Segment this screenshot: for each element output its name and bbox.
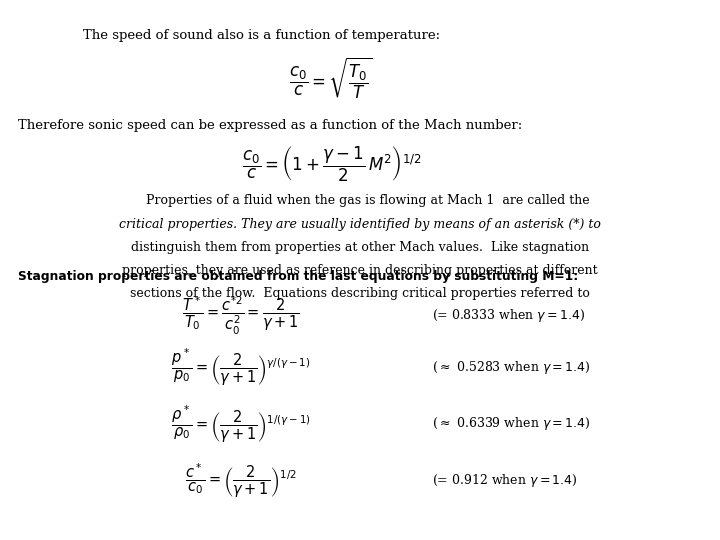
Text: ($\approx$ 0.5283 when $\gamma = 1.4$): ($\approx$ 0.5283 when $\gamma = 1.4$) [432, 359, 590, 376]
Text: $\dfrac{p^*}{p_0} = \left(\dfrac{2}{\gamma + 1}\right)^{\gamma/(\gamma-1)}$: $\dfrac{p^*}{p_0} = \left(\dfrac{2}{\gam… [171, 347, 311, 388]
Text: Stagnation properties are obtained from the last equations by substituting M=1:: Stagnation properties are obtained from … [18, 270, 578, 283]
Text: $\dfrac{T^*}{T_0} = \dfrac{c^{*2}}{c_0^2} = \dfrac{2}{\gamma + 1}$: $\dfrac{T^*}{T_0} = \dfrac{c^{*2}}{c_0^2… [182, 295, 300, 337]
Text: $\dfrac{c_0}{c} = \sqrt{\dfrac{T_0}{T}}$: $\dfrac{c_0}{c} = \sqrt{\dfrac{T_0}{T}}$ [289, 56, 373, 101]
Text: Properties of a fluid when the gas is flowing at Mach 1  are called the: Properties of a fluid when the gas is fl… [130, 194, 590, 207]
Text: sections of the flow.  Equations describing critical properties referred to: sections of the flow. Equations describi… [130, 287, 590, 300]
Text: The speed of sound also is a function of temperature:: The speed of sound also is a function of… [83, 29, 440, 42]
Text: distinguish them from properties at other Mach values.  Like stagnation: distinguish them from properties at othe… [131, 241, 589, 254]
Text: properties, they are used as reference in describing properties at different: properties, they are used as reference i… [122, 264, 598, 277]
Text: (= 0.8333 when $\gamma = 1.4$): (= 0.8333 when $\gamma = 1.4$) [432, 307, 585, 325]
Text: Therefore sonic speed can be expressed as a function of the Mach number:: Therefore sonic speed can be expressed a… [18, 119, 522, 132]
Text: $\dfrac{c^*}{c_0} = \left(\dfrac{2}{\gamma + 1}\right)^{1/2}$: $\dfrac{c^*}{c_0} = \left(\dfrac{2}{\gam… [186, 462, 297, 500]
Text: ($\approx$ 0.6339 when $\gamma = 1.4$): ($\approx$ 0.6339 when $\gamma = 1.4$) [432, 415, 590, 433]
Text: $\dfrac{\rho^*}{\rho_0} = \left(\dfrac{2}{\gamma + 1}\right)^{1/(\gamma-1)}$: $\dfrac{\rho^*}{\rho_0} = \left(\dfrac{2… [171, 403, 311, 444]
Text: $\dfrac{c_0}{c} = \left(1 + \dfrac{\gamma - 1}{2}\, M^2\right)^{1/2}$: $\dfrac{c_0}{c} = \left(1 + \dfrac{\gamm… [241, 145, 421, 184]
Text: (= 0.912 when $\gamma = 1.4$): (= 0.912 when $\gamma = 1.4$) [432, 472, 578, 489]
Text: critical properties. They are usually identified by means of an asterisk (*) to: critical properties. They are usually id… [119, 218, 601, 231]
